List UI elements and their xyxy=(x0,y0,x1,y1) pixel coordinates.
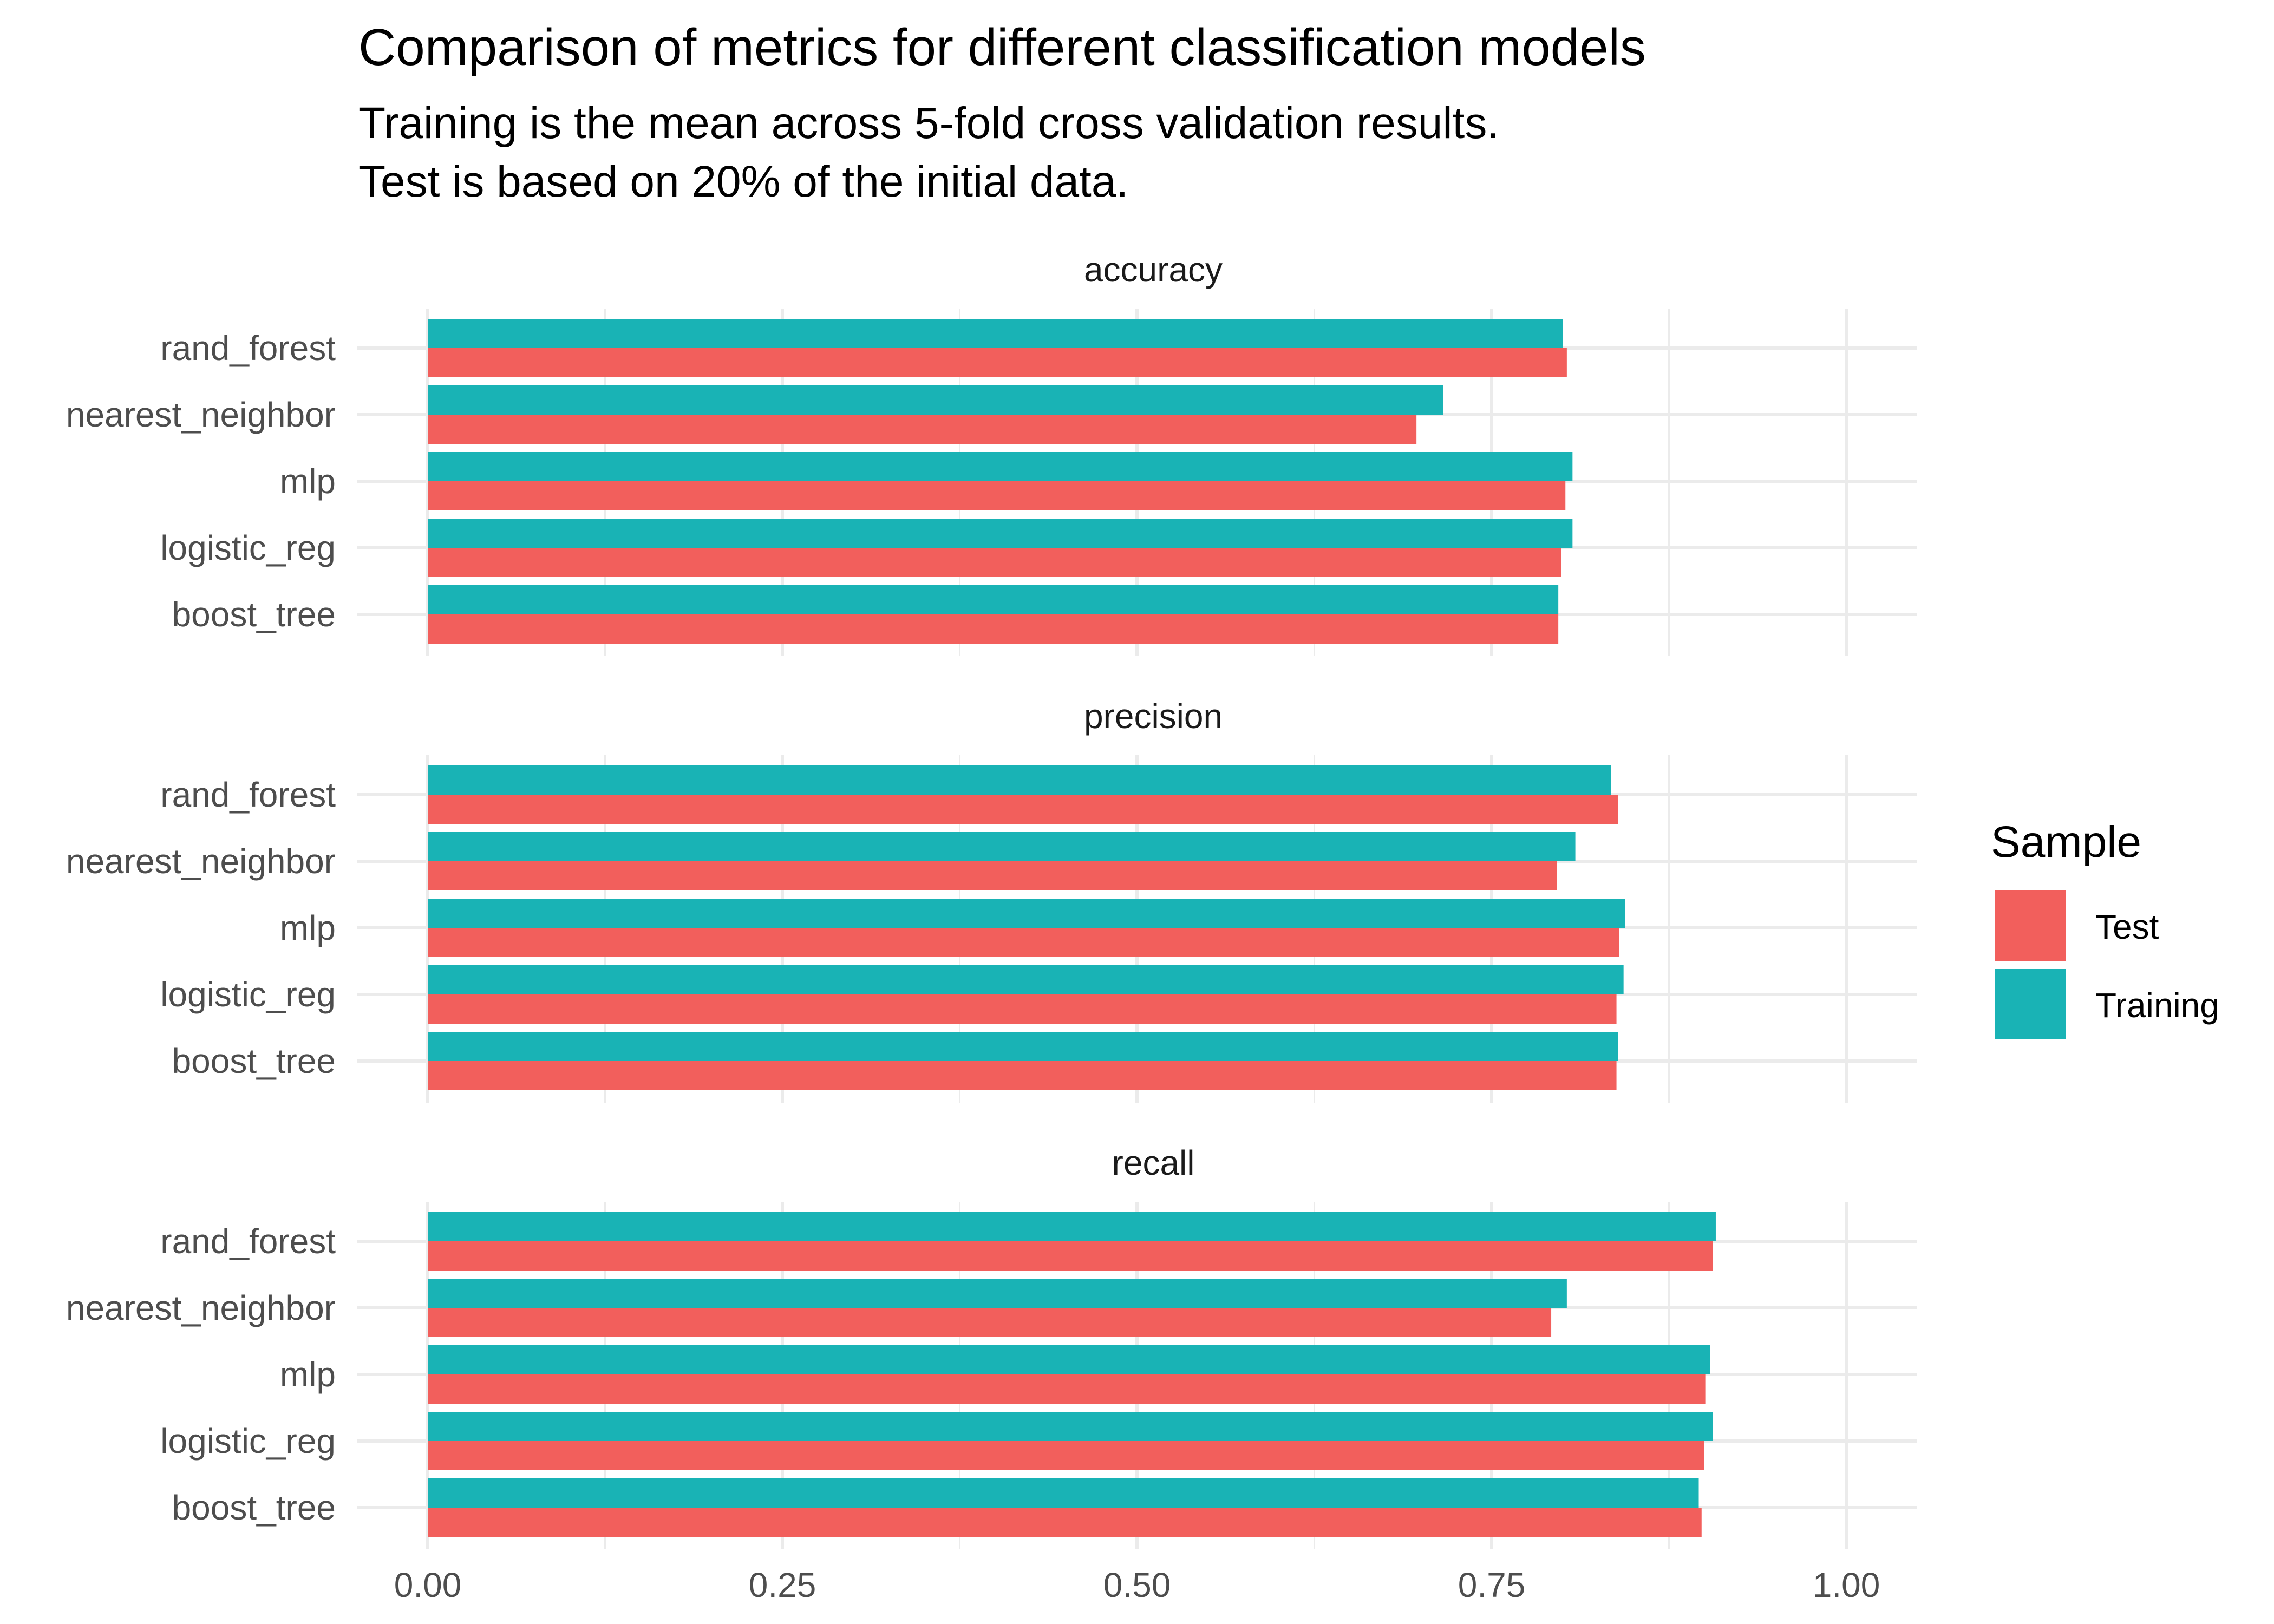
category-label-logistic_reg: logistic_reg xyxy=(160,975,336,1014)
x-tick-label: 0.00 xyxy=(394,1566,462,1605)
bar-accuracy-rand_forest-training xyxy=(428,319,1563,348)
category-label-mlp: mlp xyxy=(280,1355,336,1394)
facet-panels: accuracyrand_forestnearest_neighbormlplo… xyxy=(66,250,1917,1549)
bar-precision-boost_tree-training xyxy=(428,1032,1618,1061)
chart-title: Comparison of metrics for different clas… xyxy=(358,18,1646,76)
bar-recall-mlp-test xyxy=(428,1374,1706,1404)
bar-precision-nearest_neighbor-test xyxy=(428,861,1557,890)
bar-recall-rand_forest-test xyxy=(428,1241,1713,1271)
bar-accuracy-mlp-training xyxy=(428,452,1573,481)
category-label-boost_tree: boost_tree xyxy=(172,1488,336,1527)
bar-accuracy-nearest_neighbor-training xyxy=(428,385,1443,415)
bar-accuracy-boost_tree-training xyxy=(428,585,1559,614)
bar-recall-logistic_reg-training xyxy=(428,1412,1713,1441)
legend: Sample Test Training xyxy=(1991,817,2219,1039)
bar-recall-boost_tree-test xyxy=(428,1508,1702,1537)
panel-label: accuracy xyxy=(1084,250,1223,289)
x-tick-label: 0.75 xyxy=(1458,1566,1526,1605)
chart-subtitle-line-2: Test is based on 20% of the initial data… xyxy=(358,157,1128,206)
bar-recall-rand_forest-training xyxy=(428,1212,1716,1241)
panel-label: precision xyxy=(1084,697,1223,736)
bar-recall-logistic_reg-test xyxy=(428,1441,1704,1470)
legend-title: Sample xyxy=(1991,817,2141,867)
category-label-logistic_reg: logistic_reg xyxy=(160,1422,336,1461)
bar-precision-logistic_reg-training xyxy=(428,965,1624,994)
panel-label: recall xyxy=(1112,1143,1195,1182)
legend-label-training: Training xyxy=(2095,986,2219,1025)
bar-precision-mlp-test xyxy=(428,928,1619,957)
bar-accuracy-rand_forest-test xyxy=(428,348,1567,377)
category-label-rand_forest: rand_forest xyxy=(160,329,336,368)
bar-precision-mlp-training xyxy=(428,899,1625,928)
category-label-mlp: mlp xyxy=(280,908,336,947)
legend-key-training xyxy=(1995,969,2066,1039)
legend-key-test xyxy=(1995,890,2066,961)
category-label-nearest_neighbor: nearest_neighbor xyxy=(66,1288,336,1327)
bar-precision-logistic_reg-test xyxy=(428,994,1617,1024)
category-label-mlp: mlp xyxy=(280,462,336,501)
bar-recall-mlp-training xyxy=(428,1345,1710,1374)
bar-accuracy-logistic_reg-test xyxy=(428,548,1561,577)
x-tick-label: 1.00 xyxy=(1813,1566,1880,1605)
bar-precision-rand_forest-test xyxy=(428,795,1618,824)
bar-accuracy-mlp-test xyxy=(428,481,1566,510)
bar-accuracy-boost_tree-test xyxy=(428,614,1559,644)
bar-accuracy-nearest_neighbor-test xyxy=(428,415,1417,444)
category-label-rand_forest: rand_forest xyxy=(160,1222,336,1261)
chart-subtitle-line-1: Training is the mean across 5-fold cross… xyxy=(358,99,1499,148)
category-label-boost_tree: boost_tree xyxy=(172,595,336,634)
category-label-nearest_neighbor: nearest_neighbor xyxy=(66,395,336,434)
bar-recall-nearest_neighbor-test xyxy=(428,1308,1552,1337)
bar-precision-nearest_neighbor-training xyxy=(428,832,1576,861)
category-label-rand_forest: rand_forest xyxy=(160,775,336,814)
x-axis: 0.00 0.25 0.50 0.75 1.00 xyxy=(394,1566,1880,1605)
x-tick-label: 0.25 xyxy=(749,1566,816,1605)
bar-recall-boost_tree-training xyxy=(428,1478,1699,1508)
bar-accuracy-logistic_reg-training xyxy=(428,519,1573,548)
legend-label-test: Test xyxy=(2095,907,2159,946)
bar-precision-rand_forest-training xyxy=(428,765,1611,795)
x-tick-label: 0.50 xyxy=(1103,1566,1171,1605)
bar-precision-boost_tree-test xyxy=(428,1061,1617,1090)
category-label-logistic_reg: logistic_reg xyxy=(160,528,336,567)
category-label-nearest_neighbor: nearest_neighbor xyxy=(66,842,336,881)
category-label-boost_tree: boost_tree xyxy=(172,1042,336,1081)
bar-recall-nearest_neighbor-training xyxy=(428,1279,1567,1308)
